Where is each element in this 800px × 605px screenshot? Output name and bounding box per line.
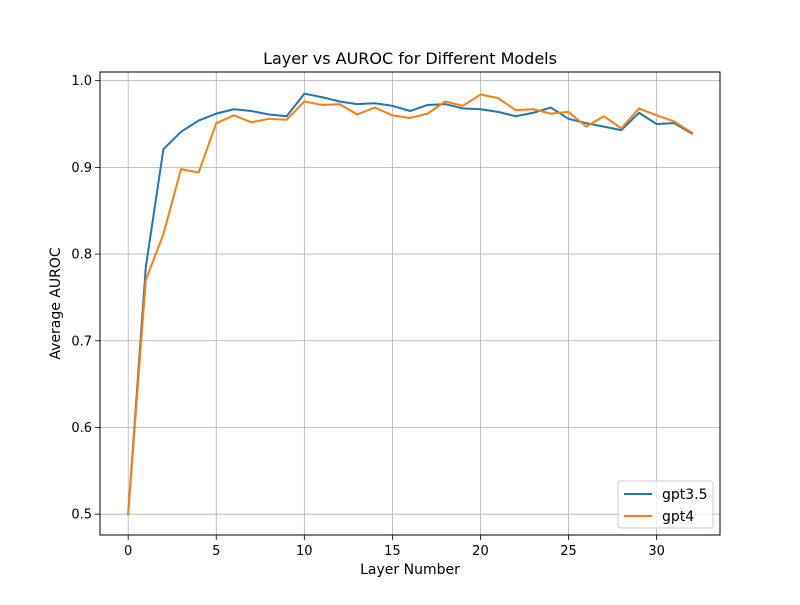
- plot-frame: [99, 71, 721, 536]
- legend-label: gpt4: [662, 509, 694, 525]
- grid: [100, 72, 720, 535]
- x-tick-label: 5: [212, 544, 220, 559]
- y-tick-label: 0.7: [71, 334, 92, 349]
- legend: gpt3.5 gpt4: [617, 480, 714, 529]
- series-line-gpt4: [127, 93, 694, 516]
- series-line-gpt3.5: [127, 92, 694, 516]
- legend-label: gpt3.5: [662, 487, 708, 503]
- x-axis-label: Layer Number: [360, 562, 460, 578]
- y-tick-label: 0.8: [71, 248, 92, 263]
- x-tick-label: 30: [648, 544, 665, 559]
- x-tick-label: 25: [560, 544, 577, 559]
- chart-title: Layer vs AUROC for Different Models: [263, 49, 557, 68]
- y-axis-label: Average AUROC: [48, 247, 64, 360]
- y-tick-label: 1.0: [71, 74, 92, 89]
- x-tick-label: 15: [384, 544, 401, 559]
- x-tick-label: 20: [472, 544, 489, 559]
- y-tick-label: 0.6: [71, 421, 92, 436]
- x-tick-label: 10: [296, 544, 313, 559]
- x-tick-label: 0: [124, 544, 132, 559]
- y-tick-label: 0.9: [71, 161, 92, 176]
- ticks: 0 5 10 15 20 25 30 0.5 0.6 0.7 0.8 0.9 1.0: [71, 74, 665, 559]
- series-layer: [127, 92, 694, 516]
- y-tick-label: 0.5: [71, 508, 92, 523]
